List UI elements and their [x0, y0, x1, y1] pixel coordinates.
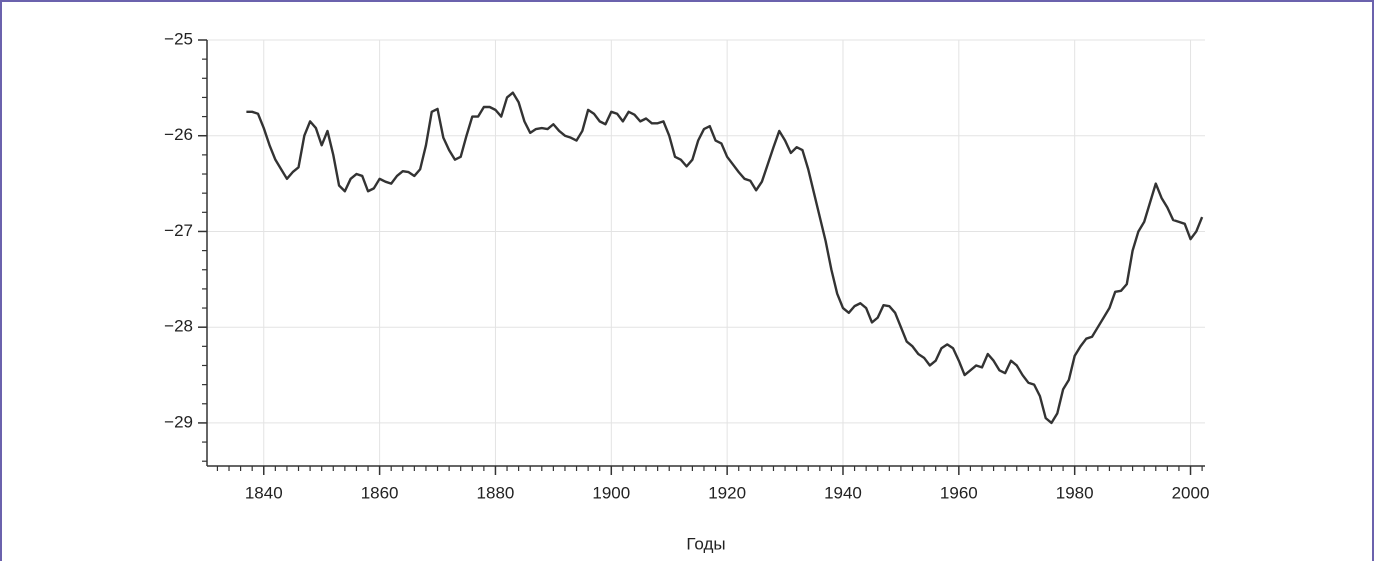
x-tick-label: 1900 [592, 483, 630, 502]
x-tick-label: 1860 [361, 483, 399, 502]
y-tick-label: −27 [164, 221, 193, 240]
x-tick-label: 1880 [477, 483, 515, 502]
x-tick-label: 2000 [1172, 483, 1210, 502]
x-axis-label: Годы [686, 534, 725, 553]
x-tick-label: 1920 [708, 483, 746, 502]
y-tick-label: −25 [164, 29, 193, 48]
x-tick-label: 1960 [940, 483, 978, 502]
y-tick-label: −26 [164, 125, 193, 144]
data-line [246, 91, 1204, 425]
y-tick-label: −28 [164, 317, 193, 336]
x-tick-label: 1940 [824, 483, 862, 502]
y-tick-label: −29 [164, 412, 193, 431]
x-tick-label: 1980 [1056, 483, 1094, 502]
x-tick-label: 1840 [245, 483, 283, 502]
